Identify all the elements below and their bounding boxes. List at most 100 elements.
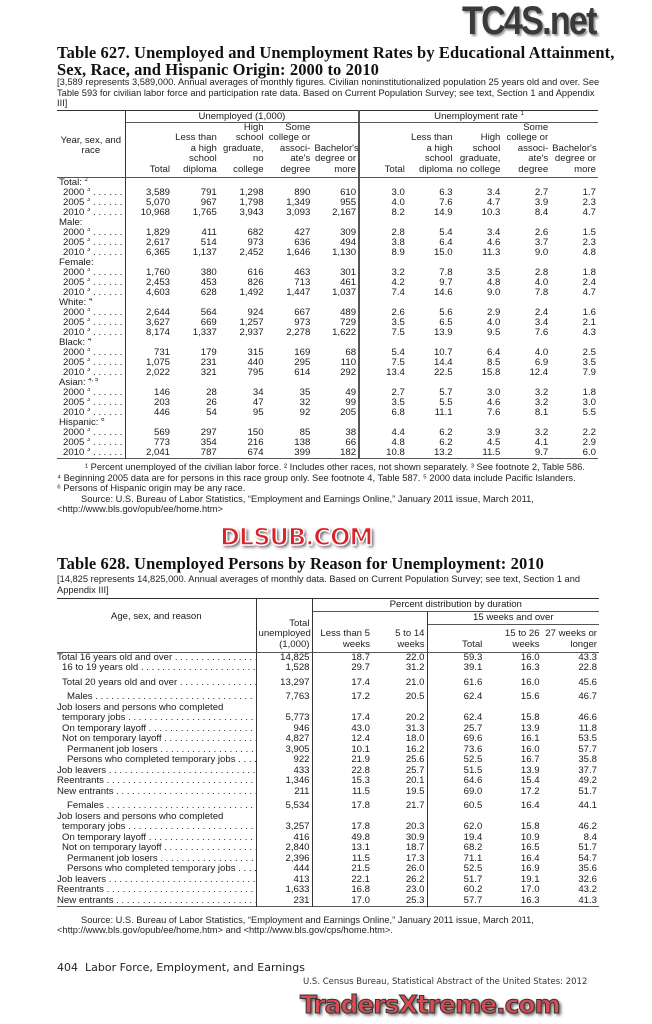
- empty-cell: [359, 378, 407, 388]
- unemployed-value: 2,644: [146, 308, 171, 319]
- unemployed-value: 955: [312, 198, 361, 209]
- empty-cell: [455, 418, 503, 428]
- rate-value: 3.5: [391, 398, 405, 409]
- footnote-marker: 3: [87, 228, 91, 234]
- stub-header: Age, sex, and reason: [57, 598, 257, 653]
- rate-value: 2.4: [534, 308, 549, 319]
- empty-cell: [372, 673, 428, 678]
- year-cell: 2000 3: [57, 188, 126, 199]
- empty-cell: [125, 338, 172, 348]
- rate-value: 5.4: [391, 348, 405, 359]
- unemployed-value: 85: [299, 428, 311, 439]
- rate-value: 4.7: [582, 288, 596, 299]
- rate-value: 6.8: [391, 408, 405, 419]
- row-label: Reentrants: [57, 776, 257, 787]
- rate-value: 3.5: [487, 268, 501, 279]
- unemployed-value: 47: [252, 398, 264, 409]
- value-cell: 60.2: [463, 885, 483, 896]
- unemployed-value: 564: [200, 308, 217, 319]
- row-label-text: temporary jobs: [62, 713, 126, 724]
- row-label-text: Permanent job losers: [67, 853, 158, 864]
- empty-cell: [266, 378, 313, 388]
- year-cell: 2010 3: [57, 248, 126, 259]
- value-cell: 25.3: [372, 895, 428, 906]
- rate-value: 3.0: [487, 388, 501, 399]
- value-cell: 53.5: [578, 734, 597, 745]
- rate-value: 5.5: [439, 398, 453, 409]
- unemployed-value: 795: [247, 368, 264, 379]
- row-label: New entrants: [57, 895, 257, 906]
- col-header: High school graduate, no college: [456, 132, 501, 175]
- year-label: 2005: [63, 358, 85, 369]
- empty-cell: [125, 218, 172, 228]
- table-628-title: Table 628. Unemployed Persons by Reason …: [57, 554, 545, 573]
- rate-value: 7.6: [534, 328, 549, 339]
- rate-value: 8.1: [534, 408, 549, 419]
- year-cell: 2000 3: [57, 268, 126, 279]
- value-cell: 1,633: [256, 885, 313, 896]
- rate-value: 8.9: [391, 248, 405, 259]
- value-cell: 29.7: [351, 663, 371, 674]
- rate-value: 3.8: [391, 238, 405, 249]
- empty-cell: [57, 673, 257, 678]
- unemployed-value: 569: [154, 428, 171, 439]
- col-header: High school graduate, no college: [223, 122, 264, 175]
- value-cell: 13.1: [351, 843, 371, 854]
- group-row: White: 4: [57, 298, 598, 309]
- rate-value: 2.3: [582, 198, 596, 209]
- unemployed-value: 35: [299, 388, 311, 399]
- empty-cell: [125, 258, 172, 268]
- value-cell: 46.2: [578, 822, 597, 833]
- rate-value: 11.5: [482, 448, 501, 459]
- unemployed-value: 354: [200, 438, 217, 449]
- group-row: Hispanic: 6: [57, 418, 598, 429]
- footnote-marker: 2: [84, 177, 88, 184]
- table-628: Age, sex, and reason Total unemployed (1…: [57, 598, 599, 907]
- value-cell: 26.2: [372, 874, 428, 885]
- unemployed-value: 773: [154, 438, 171, 449]
- rate-value: 4.1: [534, 438, 549, 449]
- rate-value: 3.2: [534, 428, 549, 439]
- row-label-text: Persons who completed temporary jobs: [67, 755, 236, 766]
- unemployed-value: 713: [294, 278, 311, 289]
- unemployed-value: 1,257: [239, 318, 264, 329]
- row-label-text: Not on temporary layoff: [62, 843, 162, 854]
- empty-cell: [359, 338, 407, 348]
- year-label: 2010: [63, 208, 85, 219]
- empty-cell: [219, 178, 266, 189]
- empty-cell: [172, 218, 219, 228]
- value-cell: 43.3: [578, 652, 597, 663]
- row-label-text: New entrants: [57, 895, 114, 906]
- unemployed-value: 1,298: [239, 188, 264, 199]
- value-cell: 17.2: [520, 786, 540, 797]
- unemployed-value: 292: [312, 368, 361, 379]
- footnote-marker: 3: [87, 398, 91, 404]
- col-header: Total: [149, 163, 171, 175]
- footnote-marker: 3: [87, 268, 91, 274]
- row-label: Males: [57, 692, 257, 703]
- empty-cell: [266, 418, 313, 428]
- rate-value: 1.8: [582, 388, 596, 399]
- table-row: On temporary layoff 946 43.031.3 25.7 13.9 11…: [57, 723, 599, 734]
- rate-value: 14.4: [433, 358, 453, 369]
- unemployed-value: 411: [201, 228, 217, 239]
- value-cell: 18.7: [372, 843, 428, 854]
- empty-cell: [407, 178, 455, 189]
- unemployed-value: 826: [247, 278, 264, 289]
- empty-cell: [550, 298, 598, 308]
- rate-value: 7.9: [582, 368, 596, 379]
- year-cell: 2005 3: [57, 278, 126, 289]
- col-header: Less than a high school diploma: [411, 132, 453, 175]
- rate-value: 2.6: [534, 228, 549, 239]
- section-name: Labor Force, Employment, and Earnings: [85, 961, 305, 974]
- value-cell: 19.1: [520, 874, 540, 885]
- publication-credit: U.S. Census Bureau, Statistical Abstract…: [303, 977, 588, 987]
- value-cell: 18.0: [372, 734, 428, 745]
- unemployed-value: 1,646: [286, 248, 311, 259]
- unemployed-value: 614: [294, 368, 311, 379]
- row-label-text: New entrants: [57, 786, 114, 797]
- unemployed-value: 38: [312, 428, 361, 439]
- value-cell: 16.0: [520, 652, 540, 663]
